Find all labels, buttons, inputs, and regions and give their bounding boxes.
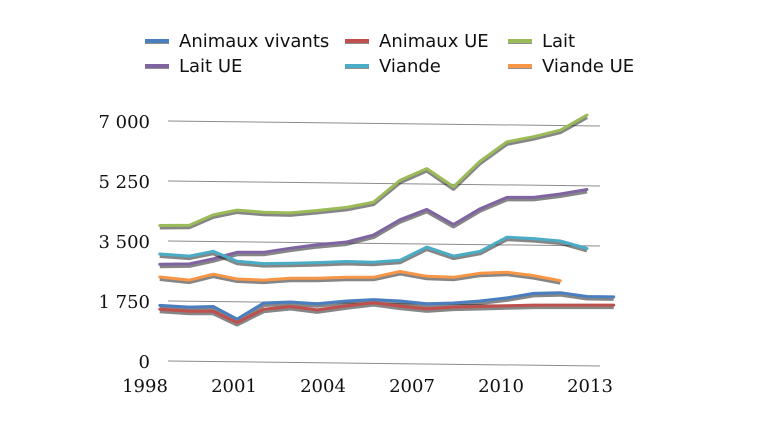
legend: Animaux vivants Animaux UE Lait Lait UE Vian… — [145, 31, 634, 77]
legend-label-viande-ue: Viande UE — [542, 56, 634, 77]
legend-label-animaux-vivants: Animaux vivants — [179, 31, 329, 52]
series-shadow-animaux-ue — [159, 302, 614, 327]
series-line-animaux-vivants — [158, 291, 616, 321]
gridline-3 — [167, 180, 601, 187]
series-shadow-lait — [159, 115, 588, 230]
series-shadow-viande-ue — [159, 271, 561, 285]
x-tick-label: 2004 — [300, 376, 346, 397]
x-tick-label: 2001 — [211, 376, 257, 397]
y-axis-tick-labels: 0 1 750 3 500 5 250 7 000 — [98, 112, 150, 373]
series-line-lait — [158, 113, 589, 227]
series-line-viande — [158, 235, 589, 266]
y-tick-label: 1 750 — [98, 292, 150, 313]
series-shadow-animaux-vivants — [159, 292, 614, 324]
x-axis-tick-labels: 1998 2001 2004 2007 2010 2013 — [122, 376, 613, 397]
series-line-viande-ue — [158, 270, 562, 283]
legend-label-animaux-ue: Animaux UE — [379, 31, 489, 52]
gridline-2 — [167, 240, 601, 247]
gridline-0 — [167, 360, 601, 367]
x-tick-label: 2010 — [478, 376, 524, 397]
legend-label-viande: Viande — [379, 56, 441, 77]
y-tick-label: 0 — [139, 352, 150, 373]
x-tick-label: 2007 — [389, 376, 435, 397]
x-tick-label: 2013 — [567, 376, 613, 397]
gridlines — [167, 120, 601, 367]
series-line-animaux-ue — [158, 301, 616, 325]
x-tick-label: 1998 — [122, 376, 168, 397]
series-lines — [158, 113, 616, 327]
legend-label-lait: Lait — [542, 31, 575, 52]
y-tick-label: 7 000 — [98, 112, 150, 133]
series-shadow-viande — [159, 237, 588, 268]
legend-label-lait-ue: Lait UE — [179, 56, 242, 77]
gridline-4 — [167, 120, 601, 127]
y-tick-label: 5 250 — [98, 172, 150, 193]
y-tick-label: 3 500 — [98, 232, 150, 253]
series-line-lait-ue — [158, 188, 589, 266]
